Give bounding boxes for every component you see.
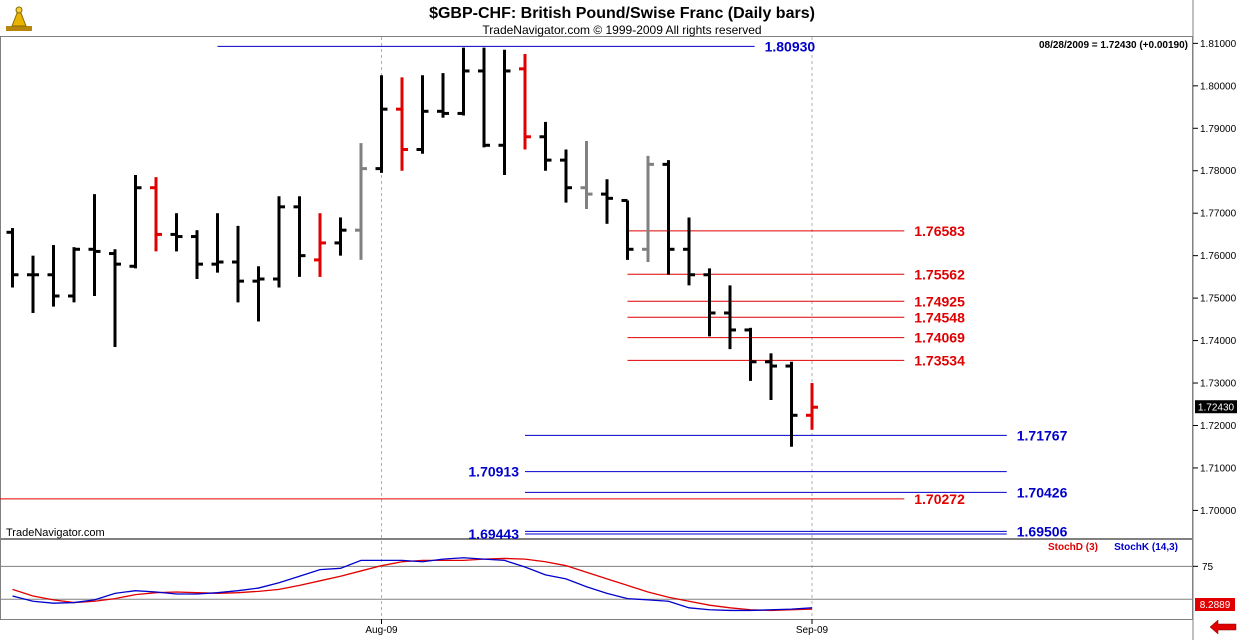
level-label: 1.75562 [914, 266, 965, 282]
y-tick-label: 1.80000 [1200, 81, 1237, 92]
y-tick-label: 1.76000 [1200, 251, 1237, 262]
price-bar [519, 53, 531, 150]
price-bar [273, 196, 285, 288]
level-label: 1.70913 [468, 464, 519, 480]
level-label: 1.70272 [914, 491, 965, 507]
price-bar [375, 75, 388, 173]
level-label: 1.69443 [468, 526, 519, 542]
price-bar [437, 73, 449, 118]
price-bar [601, 179, 613, 224]
y-tick-label: 1.71000 [1200, 463, 1237, 474]
y-tick-label: 1.70000 [1200, 506, 1237, 517]
price-bar [621, 198, 634, 260]
price-bar [129, 174, 142, 269]
price-bar [785, 361, 798, 447]
level-label: 1.74069 [914, 330, 965, 346]
svg-text:1.72430: 1.72430 [1198, 403, 1235, 414]
price-bar [314, 213, 326, 277]
time-axis: Aug-09 Sep-09 [365, 619, 829, 636]
price-bar [642, 155, 654, 263]
level-label: 1.70426 [1017, 484, 1068, 500]
price-bar [88, 194, 101, 296]
level-label: 1.69506 [1017, 523, 1068, 539]
stoch-series-line [12, 557, 813, 612]
legend-stochd: StochD (3) [1048, 542, 1098, 553]
price-bar [416, 75, 429, 154]
price-bar [355, 143, 367, 260]
price-bar [498, 49, 511, 175]
y-tick-label: 1.74000 [1200, 336, 1237, 347]
level-label: 1.80930 [765, 38, 816, 54]
level-label: 1.76583 [914, 223, 965, 239]
price-bar [560, 149, 572, 203]
price-bar [539, 121, 552, 171]
price-bar [6, 228, 19, 288]
tradenavigator-logo-icon[interactable] [6, 6, 32, 31]
price-bar [293, 196, 306, 277]
y-tick-label: 1.81000 [1200, 39, 1237, 50]
price-bar [478, 47, 490, 148]
stochastic-panel: 75 [0, 557, 1214, 612]
price-bar [170, 213, 183, 252]
price-bar [457, 47, 470, 116]
price-bar [744, 327, 757, 381]
level-label: 1.74548 [914, 309, 965, 325]
y-tick-label: 1.73000 [1200, 379, 1237, 390]
y-tick-label: 1.72000 [1200, 421, 1237, 432]
price-bar [252, 266, 265, 322]
price-axis: 1.70000 1.71000 1.72000 1.73000 1.74000 1.750… [1193, 39, 1237, 517]
price-bar [27, 255, 39, 313]
price-bar [68, 247, 80, 303]
price-bar [396, 77, 408, 171]
chart-title: $GBP-CHF: British Pound/Swise Franc (Dai… [429, 5, 815, 22]
scroll-left-arrow-icon[interactable] [1209, 619, 1237, 635]
x-tick-label: Sep-09 [796, 625, 829, 636]
price-bar [683, 217, 695, 286]
price-bar [109, 249, 121, 347]
svg-text:8.2889: 8.2889 [1200, 600, 1231, 611]
legend-stochk: StochK (14,3) [1114, 542, 1178, 553]
chart-subtitle: TradeNavigator.com © 1999-2009 All right… [482, 23, 761, 37]
y-tick-label: 1.77000 [1200, 209, 1237, 220]
stoch-tick-label: 75 [1202, 562, 1214, 573]
price-bar [211, 213, 224, 273]
price-bars [6, 47, 818, 447]
price-bar [580, 141, 593, 209]
x-tick-label: Aug-09 [365, 625, 398, 636]
level-label: 1.74925 [914, 293, 965, 309]
last-price-tag: 1.72430 [1195, 400, 1237, 414]
y-tick-label: 1.78000 [1200, 166, 1237, 177]
price-bar [334, 217, 347, 256]
price-bar [724, 285, 736, 350]
price-bar [703, 268, 716, 337]
y-tick-label: 1.79000 [1200, 124, 1237, 135]
level-label: 1.71767 [1017, 427, 1068, 443]
price-bar [150, 177, 162, 252]
price-bar [47, 245, 60, 307]
price-bar [806, 383, 818, 430]
y-tick-label: 1.75000 [1200, 294, 1237, 305]
price-bar [191, 230, 203, 280]
price-bar [765, 353, 777, 401]
stoch-last-value-tag: 8.2889 [1195, 598, 1235, 611]
price-bar [662, 160, 675, 275]
price-readout: 08/28/2009 = 1.72430 (+0.00190) [1039, 40, 1188, 51]
watermark: TradeNavigator.com [6, 527, 105, 539]
level-label: 1.73534 [914, 352, 965, 368]
price-bar [232, 225, 244, 303]
